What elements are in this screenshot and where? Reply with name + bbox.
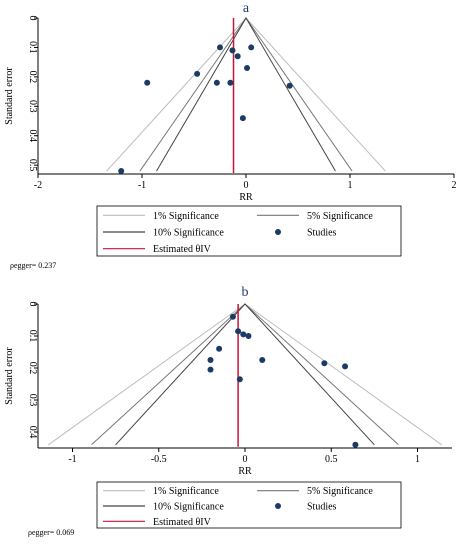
x-tick-label: -1 [138,180,146,191]
y-tick-label: 0.4 [27,426,38,439]
study-point [229,47,236,54]
study-point [245,333,252,339]
study-point [144,79,151,86]
funnel-line-sig10 [115,303,375,446]
study-point [240,331,247,338]
x-tick-label: 1 [415,454,420,465]
legend-label: Estimated θIV [153,517,212,528]
y-tick-label: 0.3 [27,100,38,113]
legend-label: 5% Significance [307,211,373,222]
study-point [234,53,241,60]
study-point [236,376,243,383]
legend-label: Estimated θIV [153,244,212,255]
funnel-line-sig1 [48,303,442,446]
funnel-line-sig5 [139,17,353,172]
x-tick-label: -1 [68,454,76,465]
y-tick-label: 0.4 [27,129,38,142]
y-axis-title: Standard error [4,67,15,125]
funnel-line-sig1 [106,17,386,172]
study-point [217,44,223,51]
x-tick-label: 0.5 [325,454,338,465]
egger-pvalue: ρegger= 0.069 [28,528,74,537]
x-tick-label: 2 [452,180,457,191]
study-point [227,79,234,86]
legend-swatch [275,229,281,235]
study-point [235,328,242,335]
legend-label: 1% Significance [153,486,219,497]
funnel-panel-b: b -1 -0.5 0 0.5 1 0 0.1 0.2 0.3 0.4 Standard error R… [4,285,452,537]
funnel-line-sig10 [156,17,336,172]
study-point [286,82,293,89]
study-point [259,357,266,363]
study-point [216,345,223,352]
x-tick-label: -2 [34,180,42,191]
study-point [248,44,255,51]
legend-box [96,481,402,529]
y-tick-label: 0 [27,16,38,21]
study-point [321,360,328,367]
study-point [194,70,201,77]
study-point [239,115,246,122]
study-point [207,366,214,373]
study-point [229,313,236,320]
x-tick-label: 1 [348,180,353,191]
legend-label: 10% Significance [153,228,224,239]
y-tick-label: 0.2 [27,71,38,84]
y-tick-label: 0.3 [27,394,38,407]
funnel-line-sig5 [91,303,399,446]
legend: 1% Significance 5% Significance 10% Signif… [96,481,402,529]
legend-label: Studies [307,502,337,513]
legend-label: 5% Significance [307,486,373,497]
y-axis-title: Standard error [4,347,15,405]
study-point [244,65,251,72]
x-tick-label: 0 [243,454,248,465]
x-axis-title: RR [239,192,253,203]
panel-label: b [242,285,249,300]
x-tick-label: 0 [244,180,249,191]
study-point [207,357,214,363]
panel-label: a [243,1,250,16]
y-tick-label: 0.1 [27,41,38,54]
legend-label: 1% Significance [153,211,219,222]
legend: 1% Significance 5% Significance 10% Signif… [96,205,402,257]
legend-label: Studies [307,228,337,239]
y-tick-label: 0.5 [27,159,38,172]
x-tick-label: -0.5 [151,454,167,465]
x-axis-title: RR [238,466,252,477]
study-point [352,441,359,448]
legend-label: 10% Significance [153,502,224,513]
legend-swatch [275,503,281,509]
funnel-panel-a: a -2 -1 0 1 2 0 0.1 0.2 0.3 0.4 0.5 Standard error RR… [4,1,457,270]
y-tick-label: 0 [27,302,38,307]
study-point [342,363,349,370]
study-point [213,79,220,86]
y-tick-label: 0.1 [27,330,38,343]
y-tick-label: 0.2 [27,362,38,375]
egger-pvalue: ρegger= 0.237 [10,261,56,270]
study-point [118,168,125,175]
legend-box [96,205,402,257]
